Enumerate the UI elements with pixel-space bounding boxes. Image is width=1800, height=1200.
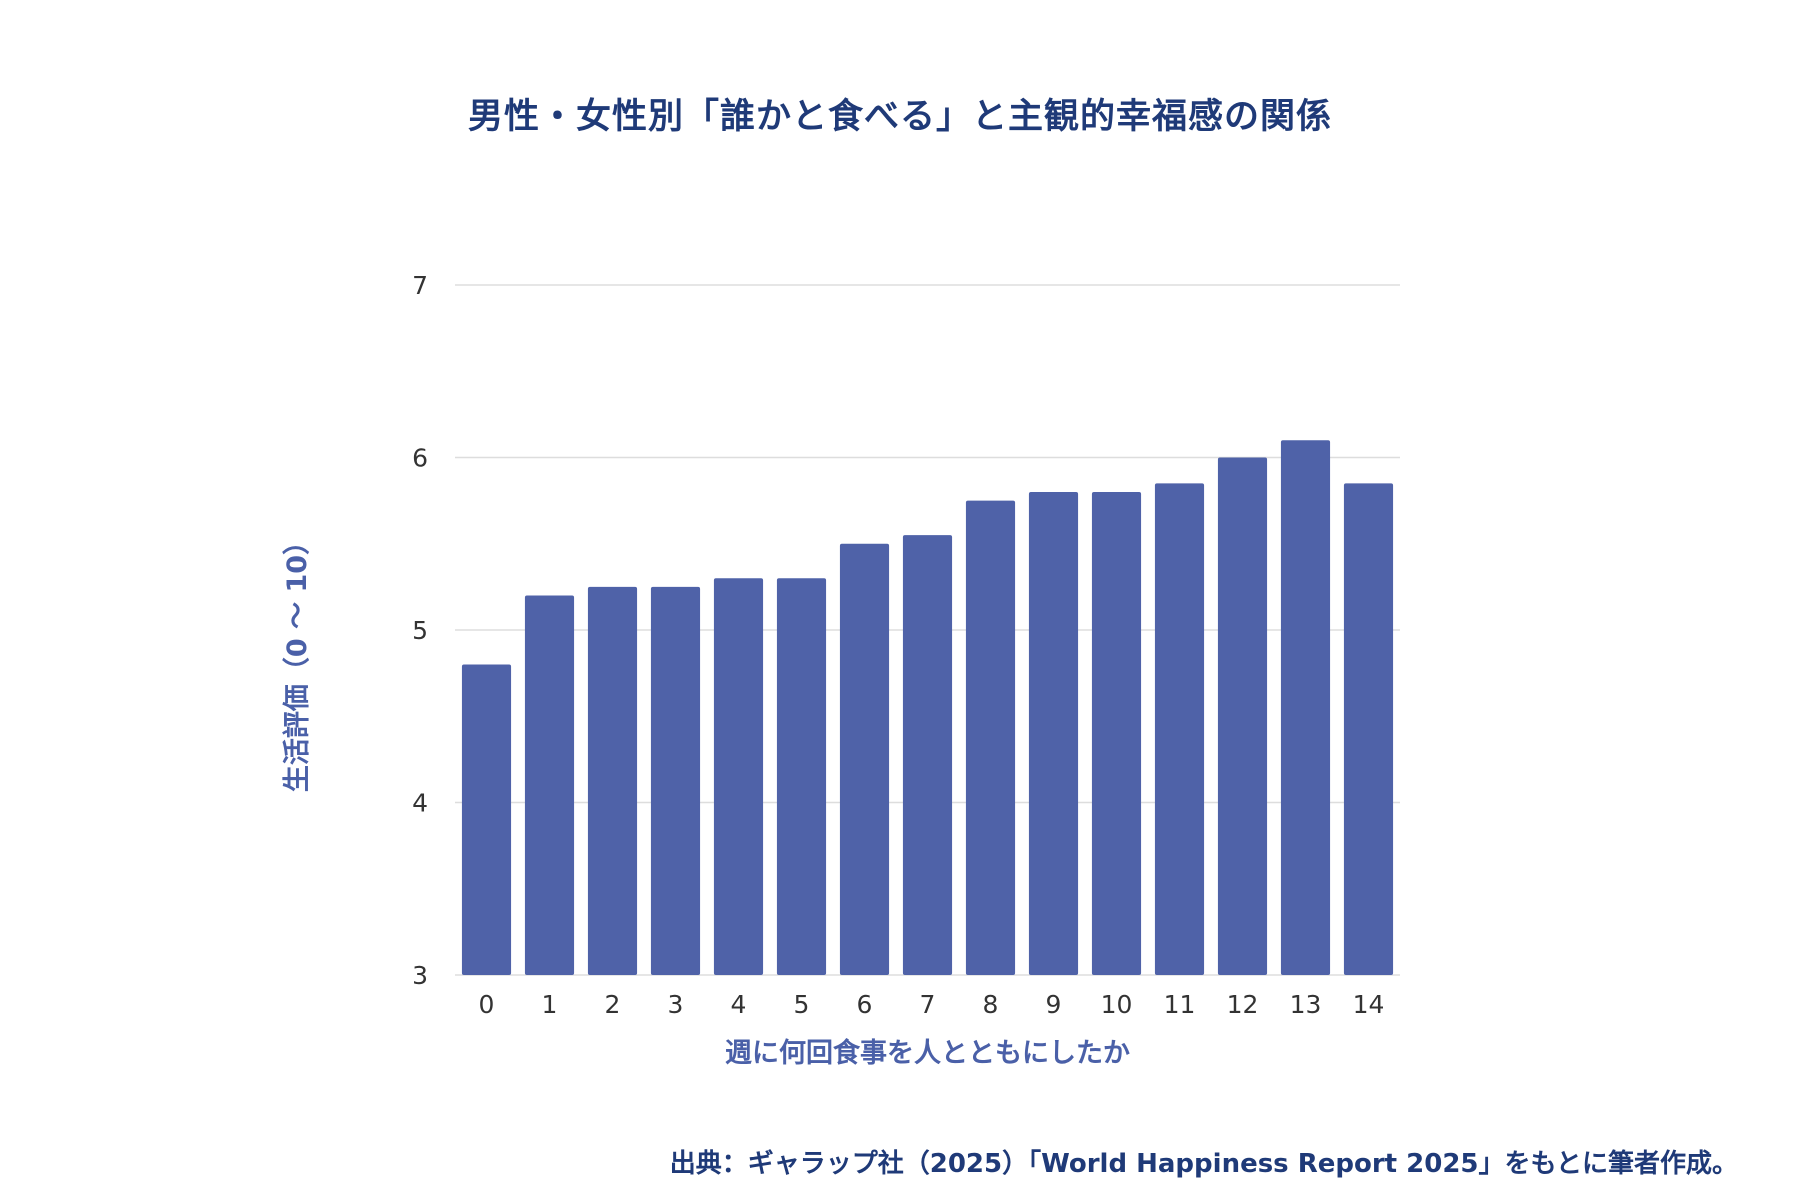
bar	[1028, 492, 1079, 975]
x-tick-label: 7	[920, 990, 936, 1019]
source-note: 出典：ギャラップ社（2025）「World Happiness Report 2…	[669, 1149, 1738, 1179]
x-axis-ticks: 0 1 2 3 4 5 6 7 8 9 10 11 12 13 14	[479, 990, 1385, 1019]
y-tick-label: 7	[412, 271, 428, 300]
y-tick-label: 3	[412, 961, 428, 990]
y-tick-label: 5	[412, 616, 428, 645]
x-tick-label: 6	[857, 990, 873, 1019]
bar	[1154, 483, 1205, 975]
x-tick-label: 0	[479, 990, 495, 1019]
x-tick-label: 8	[983, 990, 999, 1019]
bar	[1343, 483, 1394, 975]
x-tick-label: 2	[605, 990, 621, 1019]
bar	[1280, 440, 1331, 975]
y-tick-label: 4	[412, 789, 428, 818]
bar	[587, 586, 638, 975]
x-axis-label: 週に何回食事を人とともにしたか	[725, 1037, 1130, 1069]
x-tick-label: 10	[1101, 990, 1133, 1019]
x-tick-label: 13	[1290, 990, 1322, 1019]
bar	[1091, 492, 1142, 975]
bar-series	[461, 440, 1394, 975]
bar	[1217, 457, 1268, 975]
x-tick-label: 14	[1353, 990, 1385, 1019]
bar	[902, 535, 953, 975]
x-tick-label: 11	[1164, 990, 1196, 1019]
x-tick-label: 12	[1227, 990, 1259, 1019]
bar	[713, 578, 764, 975]
x-tick-label: 4	[731, 990, 747, 1019]
chart-title: 男性・女性別「誰かと食べる」と主観的幸福感の関係	[467, 97, 1332, 137]
y-axis-label: 生活評価（0 ～ 10）	[281, 528, 313, 792]
x-tick-label: 3	[668, 990, 684, 1019]
x-tick-label: 1	[542, 990, 558, 1019]
x-tick-label: 9	[1046, 990, 1062, 1019]
y-axis-ticks: 3 4 5 6 7	[412, 271, 428, 990]
bar	[965, 500, 1016, 975]
bar	[461, 664, 512, 975]
bar	[650, 586, 701, 975]
y-tick-label: 6	[412, 444, 428, 473]
bar	[524, 595, 575, 975]
bar	[839, 543, 890, 975]
x-tick-label: 5	[794, 990, 810, 1019]
bar	[776, 578, 827, 975]
